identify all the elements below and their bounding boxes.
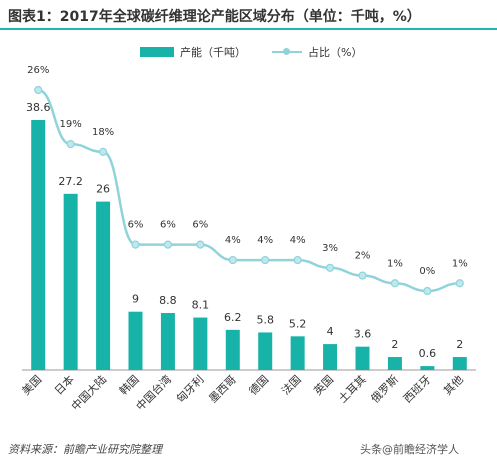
x-tick-label: 法国 — [278, 372, 303, 397]
share-point-7 — [261, 255, 270, 265]
watermark-text: 头条@前瞻经济学人 — [360, 443, 459, 456]
x-tick-label: 中国台湾 — [133, 372, 174, 413]
legend-bar-swatch — [140, 47, 174, 57]
share-point-2 — [98, 147, 108, 156]
share-point-12 — [423, 286, 432, 296]
legend-bar-entry: 产能（千吨） — [140, 44, 246, 60]
share-value-label: 26% — [27, 65, 49, 76]
bar-value-label: 2 — [391, 338, 398, 351]
share-value-label: 6% — [192, 220, 208, 231]
bar-value-label: 3.6 — [354, 328, 372, 341]
source-note: 资料来源：前瞻产业研究院整理 — [8, 443, 162, 456]
x-tick-label: 德国 — [246, 372, 271, 397]
share-point-1 — [66, 140, 75, 149]
bar-7 — [258, 332, 273, 370]
bar-value-label: 8.1 — [192, 299, 210, 312]
share-value-label: 18% — [92, 127, 114, 138]
share-point-0 — [34, 85, 43, 95]
share-value-label: 1% — [452, 258, 468, 269]
bar-11 — [387, 357, 402, 370]
bar-13 — [452, 357, 467, 370]
x-tick-label: 英国 — [311, 372, 336, 397]
x-tick-label: 匈牙利 — [173, 372, 206, 405]
bar-6 — [225, 329, 240, 370]
x-tick-label: 俄罗斯 — [369, 373, 402, 406]
share-point-8 — [293, 255, 302, 265]
share-value-label: 1% — [387, 258, 403, 269]
bar-value-label: 8.8 — [159, 294, 177, 307]
bar-value-label: 9 — [132, 293, 139, 306]
x-tick-label: 土耳其 — [336, 373, 369, 406]
x-tick-label: 中国大陆 — [68, 372, 109, 413]
bar-8 — [290, 336, 305, 370]
bar-5 — [193, 317, 208, 370]
title-underline — [0, 28, 497, 30]
bar-12 — [420, 366, 435, 370]
bar-1 — [63, 193, 78, 370]
x-tick-label: 美国 — [20, 373, 45, 398]
x-tick-label: 西班牙 — [401, 373, 434, 406]
share-value-label: 4% — [257, 235, 273, 246]
legend-line-label: 占比（%） — [308, 46, 363, 59]
share-point-10 — [358, 271, 367, 280]
bar-4 — [160, 313, 175, 370]
bar-3 — [128, 311, 143, 370]
x-tick-label: 韩国 — [116, 372, 141, 397]
x-tick-label: 墨西哥 — [206, 373, 239, 406]
legend-line-entry: 占比（%） — [272, 44, 362, 60]
legend-bar-label: 产能（千吨） — [180, 46, 246, 59]
share-point-9 — [325, 263, 335, 272]
bar-value-label: 0.6 — [419, 347, 437, 360]
bar-value-label: 4 — [327, 325, 334, 338]
bar-value-label: 26 — [96, 183, 110, 196]
bar-10 — [355, 346, 370, 370]
bar-value-label: 5.8 — [256, 313, 274, 326]
bar-value-label: 6.2 — [224, 311, 242, 324]
share-value-label: 19% — [60, 119, 82, 130]
legend-line-swatch — [272, 47, 302, 57]
share-point-4 — [163, 240, 173, 249]
bar-0 — [31, 120, 46, 370]
bar-value-label: 38.6 — [26, 101, 51, 114]
share-value-label: 2% — [355, 251, 371, 262]
bar-value-label: 5.2 — [289, 317, 307, 330]
x-tick-label: 其他 — [441, 373, 466, 398]
bar-value-label: 27.2 — [58, 175, 83, 188]
share-point-5 — [196, 240, 205, 249]
share-value-label: 4% — [290, 235, 306, 246]
share-point-6 — [228, 255, 237, 265]
share-value-label: 6% — [160, 220, 176, 231]
share-value-label: 6% — [128, 220, 144, 231]
share-point-3 — [131, 240, 140, 249]
bar-2 — [96, 201, 111, 370]
chart-title: 图表1：2017年全球碳纤维理论产能区域分布（单位：千吨，%） — [8, 9, 421, 25]
bar-value-label: 2 — [456, 338, 463, 351]
share-point-11 — [390, 279, 400, 288]
x-tick-label: 日本 — [51, 372, 76, 397]
share-value-label: 0% — [419, 266, 435, 277]
share-value-label: 4% — [225, 235, 241, 246]
share-value-label: 3% — [322, 243, 338, 254]
bar-9 — [323, 344, 338, 370]
share-point-13 — [455, 279, 464, 288]
